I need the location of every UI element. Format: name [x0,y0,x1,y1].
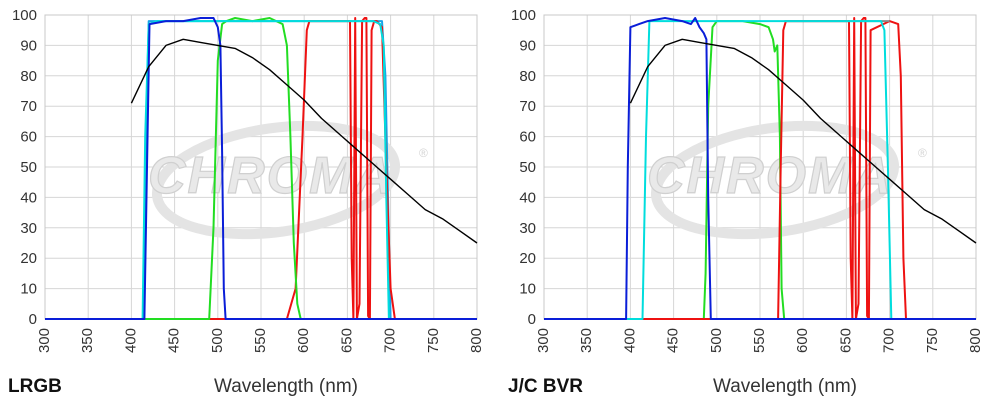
y-tick-label: 80 [519,68,536,85]
series-line-3 [544,20,976,320]
y-tick-label: 50 [519,159,536,176]
x-tick-label: 450 [166,328,183,353]
x-tick-label: 800 [967,328,984,353]
x-tick-label: 650 [837,328,854,353]
panel-label-lrgb: LRGB [8,376,62,397]
x-tick-label: 550 [751,328,768,353]
x-tick-label: 450 [665,328,682,353]
y-tick-label: 90 [519,37,536,54]
y-tick-label: 80 [20,68,37,85]
series-line-4 [544,17,976,320]
y-tick-label: 10 [20,281,37,298]
x-tick-label: 600 [295,328,312,353]
series-line-2 [45,17,477,320]
y-tick-label: 50 [20,159,37,176]
x-tick-label: 750 [425,328,442,353]
x-tick-label: 700 [881,328,898,353]
y-tick-label: 60 [519,129,536,146]
x-tick-label: 300 [36,328,53,353]
x-tick-label: 500 [708,328,725,353]
y-tick-label: 20 [20,250,37,267]
x-tick-label: 700 [382,328,399,353]
x-tick-label: 600 [794,328,811,353]
series-line-5 [629,38,977,244]
y-tick-label: 70 [20,98,37,115]
x-tick-label: 350 [578,328,595,353]
series-line-5 [130,38,478,244]
y-tick-label: 40 [20,189,37,206]
y-tick-label: 100 [511,7,536,24]
x-axis-title: Wavelength (nm) [713,376,857,397]
watermark-swoosh [650,120,900,240]
x-tick-label: 400 [122,328,139,353]
series-group [45,17,478,320]
x-tick-label: 800 [468,328,485,353]
registered-mark-icon: ® [918,146,927,160]
x-tick-label: 400 [621,328,638,353]
x-tick-label: 650 [338,328,355,353]
y-tick-label: 70 [519,98,536,115]
x-tick-label: 500 [209,328,226,353]
watermark-swoosh [151,120,401,240]
x-tick-label: 550 [252,328,269,353]
panel-label-jc-bvr: J/C BVR [508,376,583,397]
x-tick-label: 300 [535,328,552,353]
y-tick-label: 60 [20,129,37,146]
x-axis-title: Wavelength (nm) [214,376,358,397]
series-group [544,17,977,320]
series-line-3 [45,20,477,320]
y-tick-label: 20 [519,250,536,267]
y-tick-label: 90 [20,37,37,54]
x-tick-label: 750 [924,328,941,353]
series-line-4 [45,17,477,320]
y-tick-label: 10 [519,281,536,298]
y-tick-label: 30 [519,220,536,237]
y-tick-label: 100 [12,7,37,24]
y-tick-label: 30 [20,220,37,237]
y-tick-label: 0 [528,311,536,328]
y-tick-label: 0 [29,311,37,328]
y-tick-label: 40 [519,189,536,206]
x-tick-label: 350 [79,328,96,353]
registered-mark-icon: ® [419,146,428,160]
